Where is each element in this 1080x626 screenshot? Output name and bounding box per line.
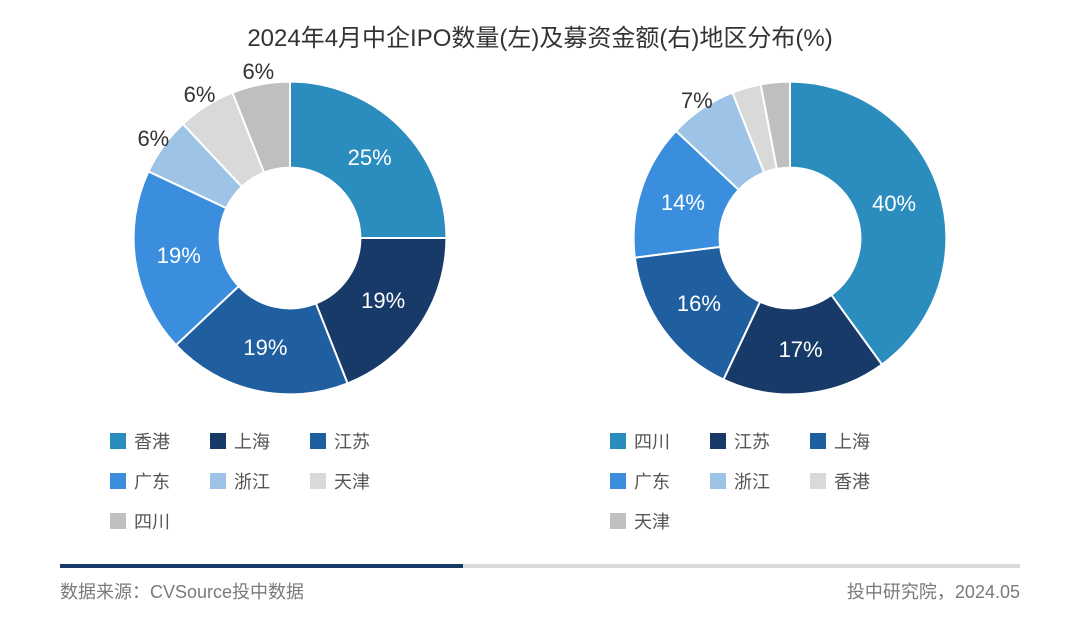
legend-swatch <box>710 433 726 449</box>
legend-swatch <box>810 433 826 449</box>
legend-swatch <box>610 433 626 449</box>
slice-label: 19% <box>361 288 405 314</box>
legend-label: 香港 <box>134 428 170 454</box>
legend-swatch <box>310 473 326 489</box>
slice-label: 40% <box>872 191 916 217</box>
footer-text: 数据来源：CVSource投中数据 投中研究院，2024.05 <box>60 578 1020 604</box>
legend-label: 江苏 <box>334 428 370 454</box>
chart-title: 2024年4月中企IPO数量(左)及募资金额(右)地区分布(%) <box>0 0 1080 53</box>
legend-swatch <box>210 433 226 449</box>
right-chart-column: 40% 17% 16% 14% 7% 四川 江苏 上海广东 浙江 香港天津 <box>540 68 1040 548</box>
legend-swatch <box>810 473 826 489</box>
right-donut-chart: 40% 17% 16% 14% 7% <box>620 68 960 408</box>
legend-item: 天津 <box>310 468 410 494</box>
slice-label: 6% <box>184 82 216 108</box>
legend-swatch <box>710 473 726 489</box>
legend-label: 四川 <box>134 508 170 534</box>
legend-item: 上海 <box>210 428 310 454</box>
slice-label: 6% <box>137 126 169 152</box>
legend-item: 江苏 <box>310 428 410 454</box>
slice-label: 17% <box>779 337 823 363</box>
slice-label: 25% <box>348 145 392 171</box>
legend-item: 香港 <box>810 468 910 494</box>
legend-swatch <box>110 473 126 489</box>
legend-item: 广东 <box>110 468 210 494</box>
legend-swatch <box>310 433 326 449</box>
legend-label: 广东 <box>634 468 670 494</box>
footer-divider <box>60 564 1020 568</box>
legend-item: 浙江 <box>210 468 310 494</box>
legend-item: 天津 <box>610 508 710 534</box>
left-donut-chart: 25%19%19%19%6%6%6% <box>120 68 460 408</box>
legend-item: 四川 <box>110 508 210 534</box>
legend-item: 广东 <box>610 468 710 494</box>
slice-label: 7% <box>681 88 713 114</box>
legend-swatch <box>610 513 626 529</box>
legend-label: 四川 <box>634 428 670 454</box>
legend-label: 广东 <box>134 468 170 494</box>
legend-swatch <box>210 473 226 489</box>
legend-item: 香港 <box>110 428 210 454</box>
legend-label: 天津 <box>634 508 670 534</box>
legend-label: 香港 <box>834 468 870 494</box>
legend-label: 浙江 <box>734 468 770 494</box>
left-legend: 香港 上海 江苏广东 浙江 天津四川 <box>80 428 500 548</box>
legend-item: 江苏 <box>710 428 810 454</box>
charts-row: 25%19%19%19%6%6%6% 香港上海江苏广东浙江天津四川 40%17%… <box>0 68 1080 548</box>
legend-label: 浙江 <box>234 468 270 494</box>
legend-label: 江苏 <box>734 428 770 454</box>
left-chart-column: 25%19%19%19%6%6%6% 香港上海江苏广东浙江天津四川 <box>40 68 540 548</box>
legend-swatch <box>110 513 126 529</box>
slice-label: 19% <box>243 335 287 361</box>
legend-swatch <box>610 473 626 489</box>
legend-item: 四川 <box>610 428 710 454</box>
footer-credit: 投中研究院，2024.05 <box>847 578 1020 604</box>
right-legend: 四川 江苏 上海广东 浙江 香港天津 <box>580 428 1000 548</box>
slice-label: 19% <box>157 243 201 269</box>
slice-label: 16% <box>677 291 721 317</box>
legend-item: 上海 <box>810 428 910 454</box>
slice-label: 6% <box>242 59 274 85</box>
footer-source: 数据来源：CVSource投中数据 <box>60 578 304 604</box>
legend-label: 上海 <box>834 428 870 454</box>
legend-label: 上海 <box>234 428 270 454</box>
slice-label: 14% <box>661 190 705 216</box>
legend-swatch <box>110 433 126 449</box>
legend-label: 天津 <box>334 468 370 494</box>
legend-item: 浙江 <box>710 468 810 494</box>
